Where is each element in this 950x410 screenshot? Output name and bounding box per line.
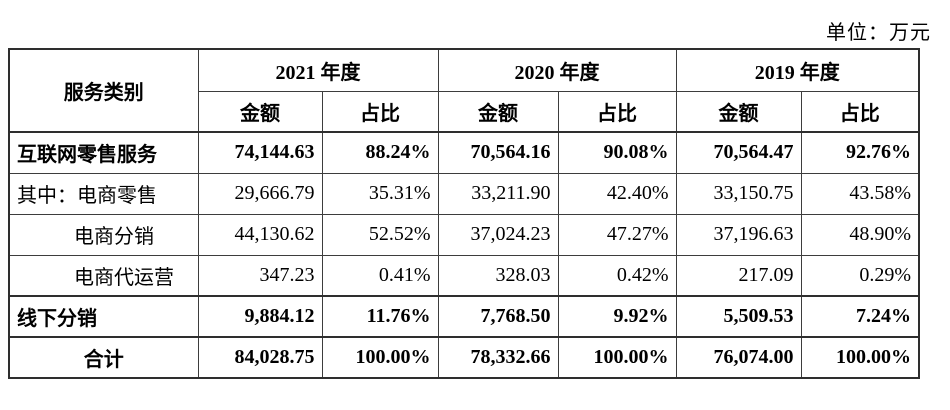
value-cell: 7.24% — [800, 295, 920, 338]
value-cell: 90.08% — [557, 131, 677, 174]
value-cell: 78,332.66 — [437, 336, 559, 379]
header-ratio-2021: 占比 — [321, 90, 439, 133]
table-row: 线下分销 9,884.12 11.76% 7,768.50 9.92% 5,509.53… — [8, 295, 920, 338]
value-cell: 48.90% — [800, 213, 920, 256]
table-header: 服务类别 2021 年度 2020 年度 2019 年度 金额 占比 金额 占比… — [8, 48, 920, 133]
value-cell: 100.00% — [557, 336, 677, 379]
table-row: 电商分销 44,130.62 52.52% 37,024.23 47.27% 37,19… — [8, 213, 920, 256]
table-row: 互联网零售服务 74,144.63 88.24% 70,564.16 90.08% 70… — [8, 131, 920, 174]
value-cell: 47.27% — [557, 213, 677, 256]
row-label: 互联网零售服务 — [8, 131, 199, 174]
value-cell: 9,884.12 — [197, 295, 323, 338]
value-cell: 9.92% — [557, 295, 677, 338]
unit-label: 单位：万元 — [826, 22, 931, 44]
header-year-2021: 2021 年度 — [197, 48, 439, 92]
value-cell: 37,196.63 — [675, 213, 802, 256]
header-amount-2020: 金额 — [437, 90, 559, 133]
value-cell: 70,564.16 — [437, 131, 559, 174]
table-body: 互联网零售服务 74,144.63 88.24% 70,564.16 90.08% 70… — [8, 131, 920, 379]
value-cell: 76,074.00 — [675, 336, 802, 379]
header-ratio-2019: 占比 — [800, 90, 920, 133]
value-cell: 74,144.63 — [197, 131, 323, 174]
value-cell: 52.52% — [321, 213, 439, 256]
value-cell: 88.24% — [321, 131, 439, 174]
header-amount-2019: 金额 — [675, 90, 802, 133]
value-cell: 217.09 — [675, 254, 802, 297]
value-cell: 347.23 — [197, 254, 323, 297]
header-ratio-2020: 占比 — [557, 90, 677, 133]
table-row: 电商代运营 347.23 0.41% 328.03 0.42% 217.09 0.29% — [8, 254, 920, 297]
value-cell: 70,564.47 — [675, 131, 802, 174]
value-cell: 100.00% — [800, 336, 920, 379]
header-year-2020: 2020 年度 — [437, 48, 677, 92]
value-cell: 37,024.23 — [437, 213, 559, 256]
row-label: 其中：电商零售 — [8, 172, 199, 215]
header-year-2019: 2019 年度 — [675, 48, 920, 92]
row-label: 电商代运营 — [8, 254, 199, 297]
value-cell: 7,768.50 — [437, 295, 559, 338]
row-label: 电商分销 — [8, 213, 199, 256]
header-amount-2021: 金额 — [197, 90, 323, 133]
value-cell: 0.29% — [800, 254, 920, 297]
value-cell: 42.40% — [557, 172, 677, 215]
subheader-row: 金额 占比 金额 占比 金额 占比 — [9, 90, 920, 133]
value-cell: 100.00% — [321, 336, 439, 379]
value-cell: 43.58% — [800, 172, 920, 215]
value-cell: 0.42% — [557, 254, 677, 297]
value-cell: 29,666.79 — [197, 172, 323, 215]
row-label: 线下分销 — [8, 295, 199, 338]
table-row: 合计 84,028.75 100.00% 78,332.66 100.00% 76,07… — [8, 336, 920, 379]
year-header-row: 服务类别 2021 年度 2020 年度 2019 年度 — [8, 48, 920, 133]
header-service-category: 服务类别 — [8, 48, 199, 133]
value-cell: 0.41% — [321, 254, 439, 297]
value-cell: 5,509.53 — [675, 295, 802, 338]
value-cell: 44,130.62 — [197, 213, 323, 256]
row-label: 合计 — [8, 336, 199, 379]
value-cell: 328.03 — [437, 254, 559, 297]
value-cell: 33,150.75 — [675, 172, 802, 215]
value-cell: 84,028.75 — [197, 336, 323, 379]
value-cell: 33,211.90 — [437, 172, 559, 215]
value-cell: 35.31% — [321, 172, 439, 215]
value-cell: 92.76% — [800, 131, 920, 174]
value-cell: 11.76% — [321, 295, 439, 338]
table-row: 其中：电商零售 29,666.79 35.31% 33,211.90 42.40% 33… — [8, 172, 920, 215]
services-table: 服务类别 2021 年度 2020 年度 2019 年度 金额 占比 金额 占比… — [8, 48, 920, 379]
